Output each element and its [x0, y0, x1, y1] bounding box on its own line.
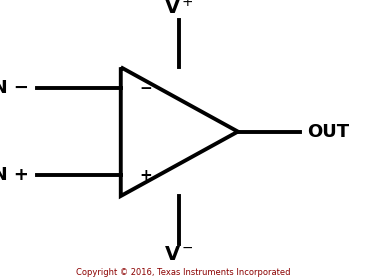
Text: IN −: IN −	[0, 79, 29, 97]
Text: V$^+$: V$^+$	[164, 0, 194, 18]
Text: OUT: OUT	[307, 123, 350, 141]
Text: Copyright © 2016, Texas Instruments Incorporated: Copyright © 2016, Texas Instruments Inco…	[76, 268, 290, 277]
Text: −: −	[139, 81, 152, 96]
Text: +: +	[139, 167, 152, 183]
Text: V$^-$: V$^-$	[164, 245, 194, 264]
Text: IN +: IN +	[0, 166, 29, 184]
